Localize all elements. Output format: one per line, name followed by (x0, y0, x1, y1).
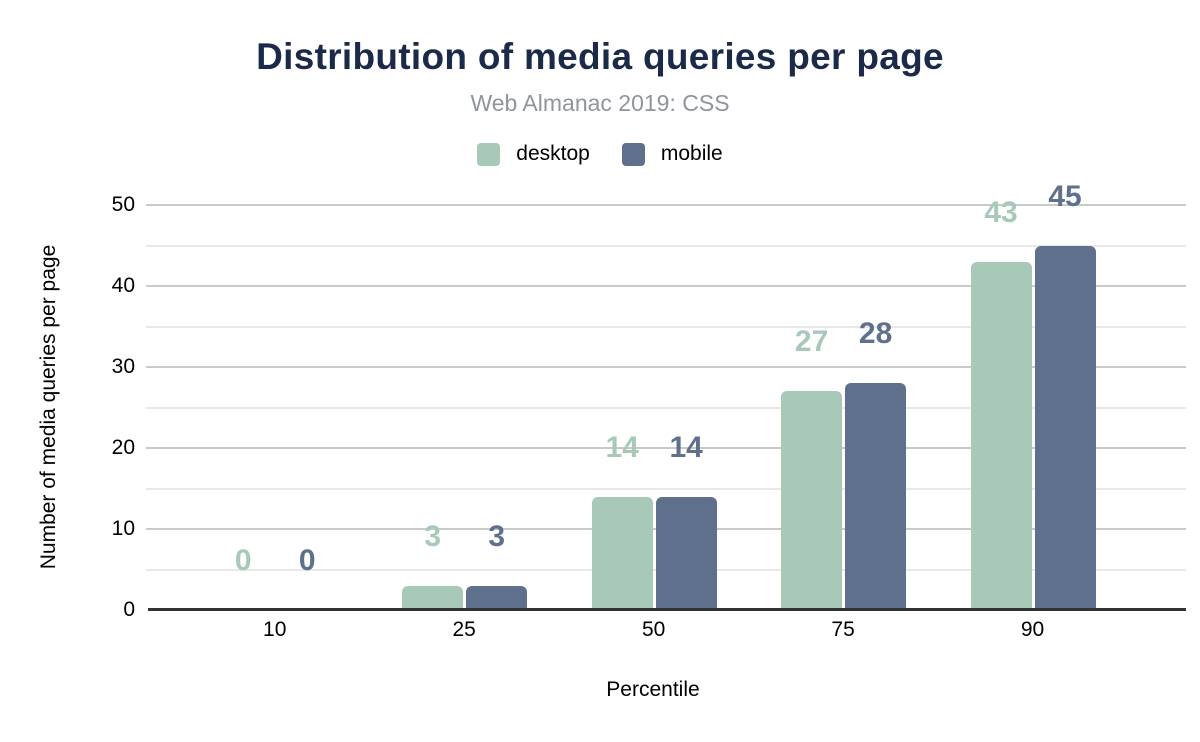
y-axis-title: Number of media queries per page (37, 244, 60, 570)
bar-value-label-desktop-p50: 14 (605, 430, 639, 464)
y-tick-label-0: 0 (123, 598, 135, 621)
gridline-minor (146, 325, 1186, 328)
gridline-minor (146, 406, 1186, 409)
bar-value-label-mobile-p75: 28 (858, 317, 893, 351)
legend-item-desktop: desktop (477, 142, 590, 166)
x-axis-title: Percentile (606, 678, 700, 701)
bar-desktop-p75 (781, 391, 843, 610)
gridline-major (146, 447, 1186, 449)
legend-item-mobile: mobile (621, 142, 723, 166)
y-tick-label-40: 40 (111, 274, 135, 297)
chart-title: Distribution of media queries per page (256, 36, 944, 77)
y-tick-label-20: 20 (111, 436, 135, 459)
bar-mobile-p25 (466, 585, 528, 610)
bar-value-label-mobile-p90: 45 (1048, 179, 1082, 213)
legend: desktop mobile (0, 142, 1200, 166)
legend-label-desktop: desktop (516, 142, 590, 165)
bar-value-label-desktop-p90: 43 (984, 195, 1018, 229)
plot-area: 0 0 3 3 14 14 27 28 43 45 (146, 181, 1186, 611)
x-tick-label-50: 50 (641, 618, 666, 641)
bar-mobile-p50 (655, 496, 717, 610)
x-tick-label-10: 10 (263, 618, 287, 641)
bar-value-label-mobile-p10: 0 (298, 544, 316, 577)
bar-value-label-mobile-p50: 14 (669, 430, 703, 464)
gridline-major (146, 366, 1186, 368)
legend-label-mobile: mobile (660, 142, 723, 165)
bar-value-label-desktop-p25: 3 (424, 519, 442, 553)
bar-mobile-p90 (1034, 245, 1096, 610)
x-tick-label-90: 90 (1020, 618, 1045, 641)
bar-mobile-p75 (845, 383, 907, 610)
y-tick-label-50: 50 (111, 193, 135, 216)
x-tick-label-25: 25 (452, 618, 476, 641)
desktop-series-swatch-icon (477, 142, 501, 166)
bar-value-label-desktop-p75: 27 (794, 325, 829, 359)
bar-value-label-desktop-p10: 0 (234, 544, 252, 577)
y-tick-label-10: 10 (111, 517, 135, 540)
bar-desktop-p90 (970, 261, 1032, 610)
gridline-minor (146, 244, 1186, 247)
gridline-major (146, 204, 1186, 206)
bar-value-label-mobile-p25: 3 (488, 519, 506, 553)
x-axis-line (148, 608, 1186, 611)
chart-subtitle: Web Almanac 2019: CSS (470, 90, 730, 116)
mobile-series-swatch-icon (621, 142, 645, 166)
y-tick-label-30: 30 (111, 355, 135, 378)
gridline-major (146, 285, 1186, 287)
bar-desktop-p25 (402, 585, 464, 610)
x-tick-label-75: 75 (831, 618, 855, 641)
bar-desktop-p50 (591, 496, 653, 610)
gridline-minor (146, 487, 1186, 490)
